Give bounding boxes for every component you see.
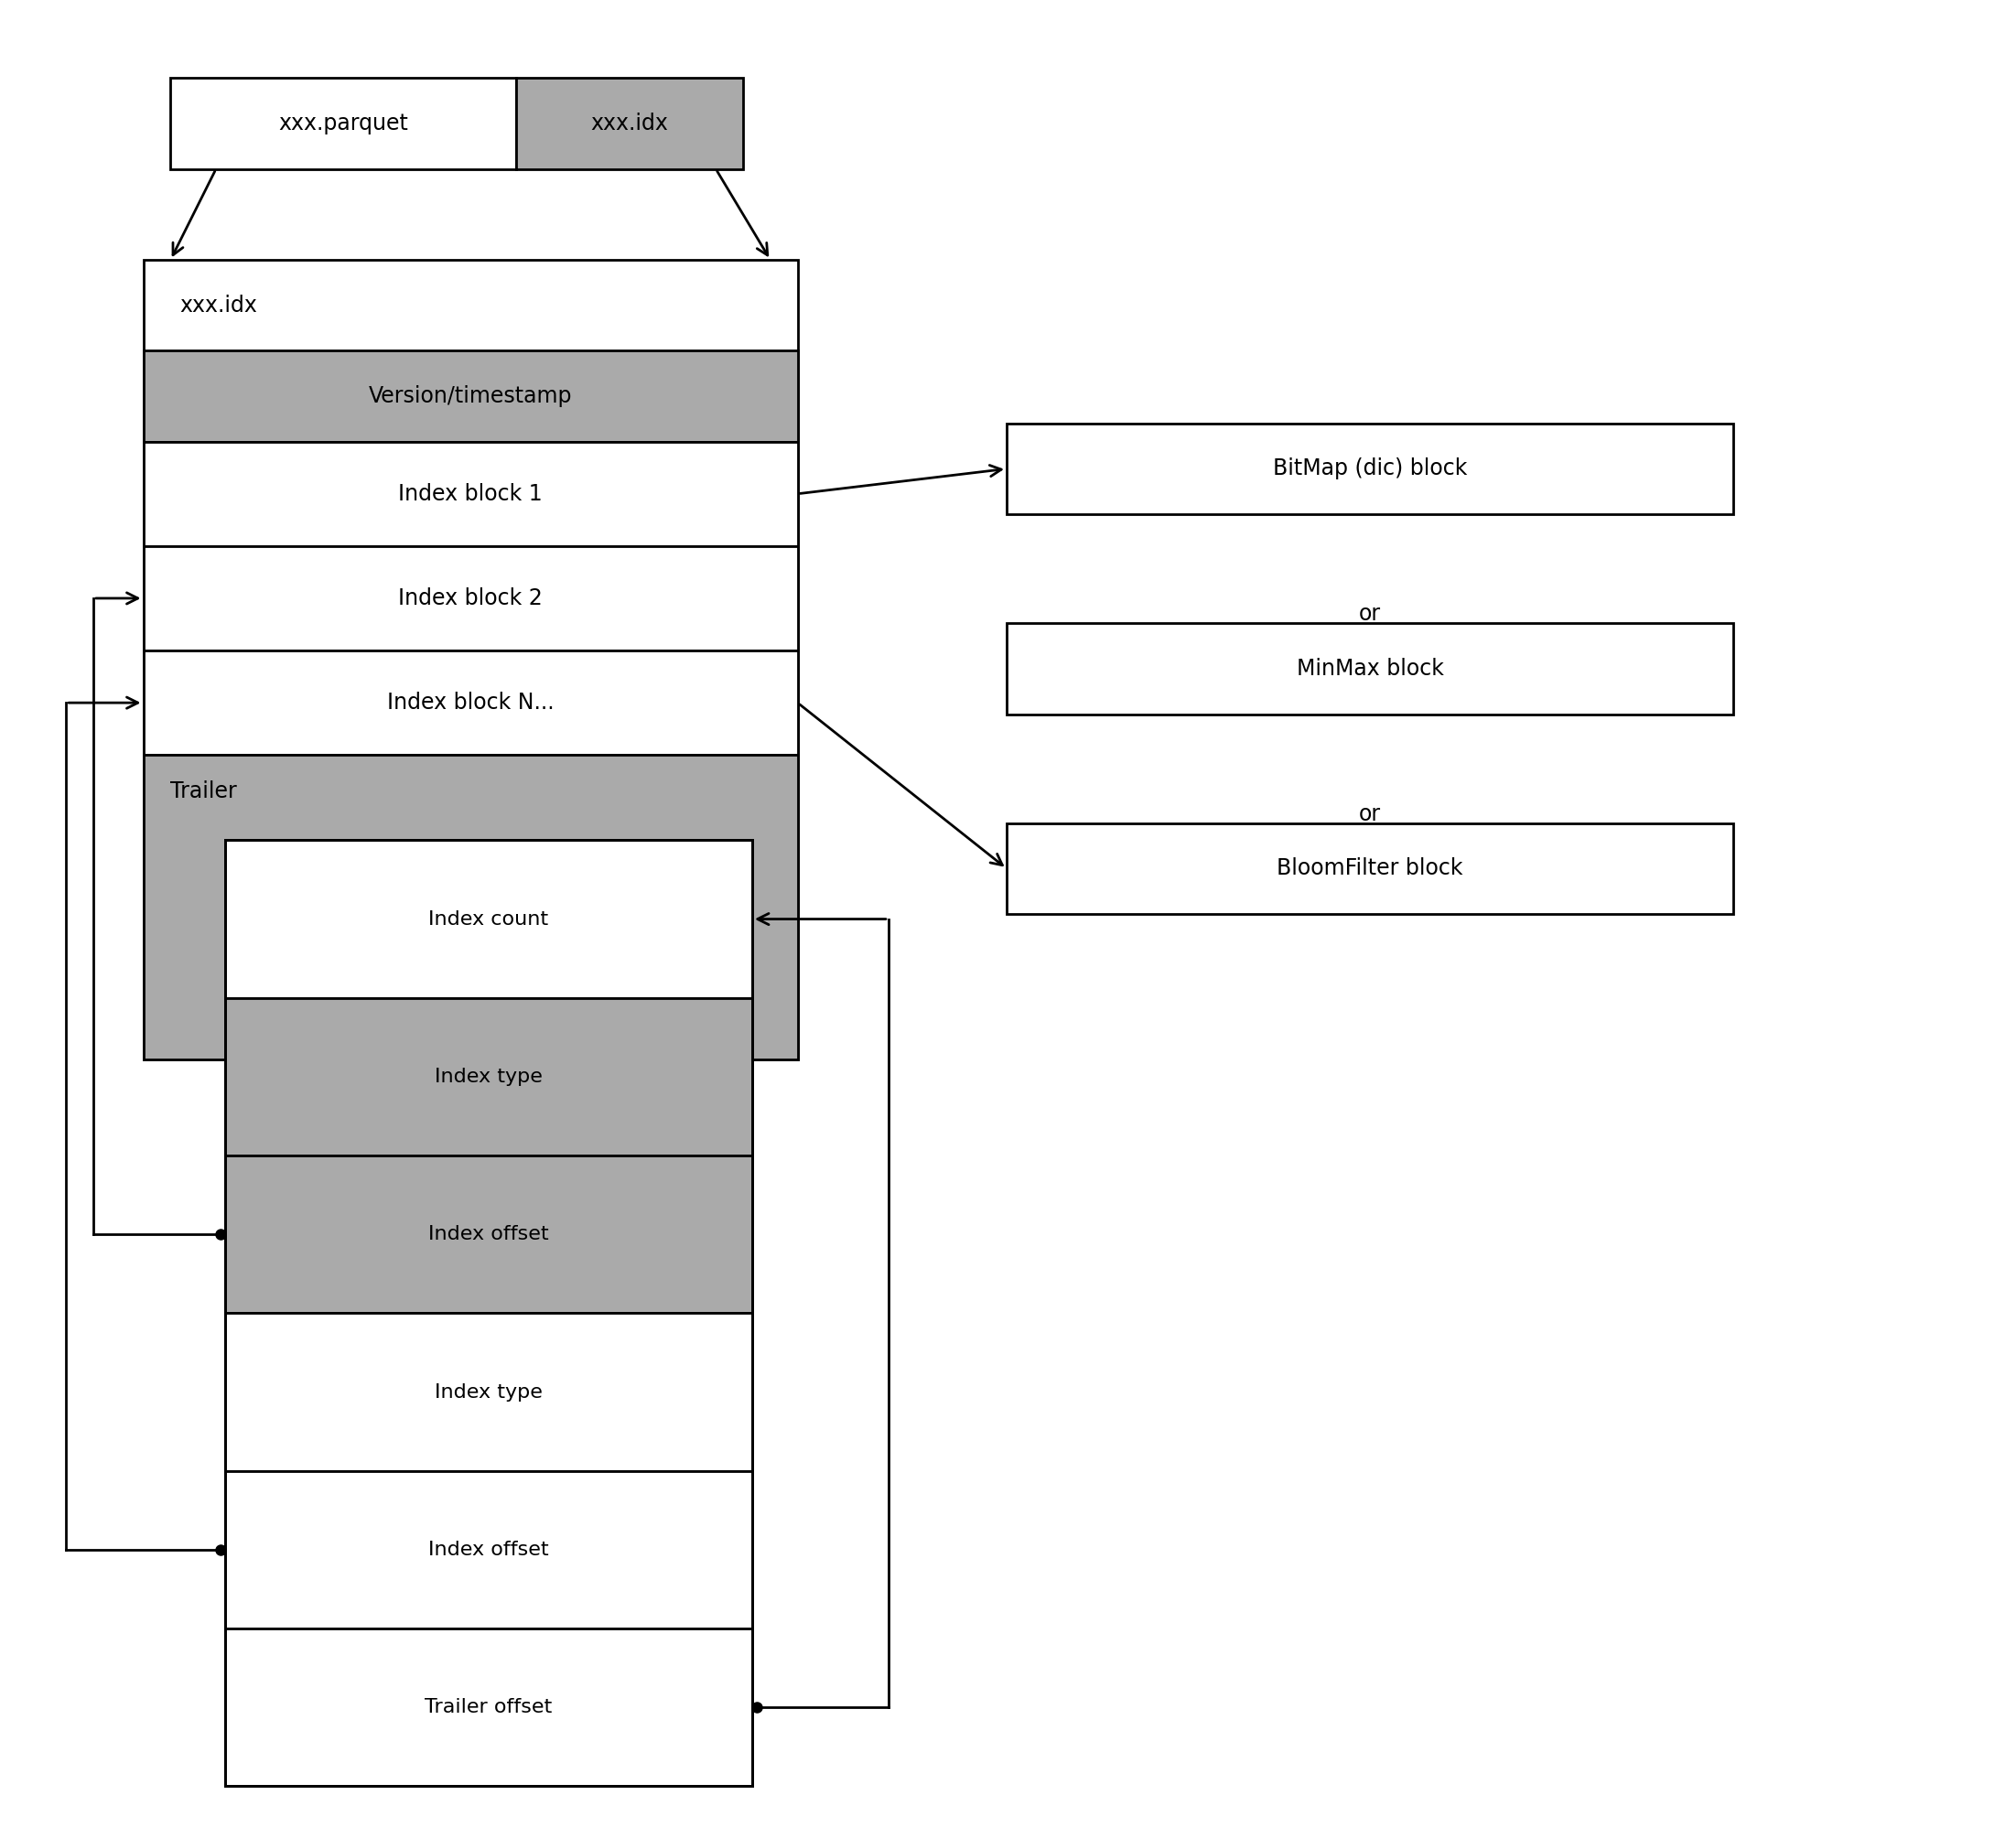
Bar <box>226 840 752 998</box>
Bar <box>1006 623 1734 715</box>
Text: Index block N...: Index block N... <box>387 691 554 713</box>
Text: Index offset: Index offset <box>429 1540 548 1559</box>
Text: Index block 2: Index block 2 <box>399 588 542 608</box>
Text: xxx.idx: xxx.idx <box>179 294 258 316</box>
Bar <box>1006 423 1734 515</box>
Bar <box>143 651 798 755</box>
Bar <box>171 79 516 169</box>
Text: Index offset: Index offset <box>429 1226 548 1244</box>
Text: Index type: Index type <box>435 1068 542 1086</box>
Bar <box>143 351 798 441</box>
Text: BitMap (dic) block: BitMap (dic) block <box>1272 458 1468 480</box>
Bar <box>1006 823 1734 913</box>
Text: Index block 1: Index block 1 <box>399 483 542 505</box>
Text: Index type: Index type <box>435 1382 542 1401</box>
Text: xxx.parquet: xxx.parquet <box>278 112 407 134</box>
Bar <box>226 840 752 1787</box>
Bar <box>226 1628 752 1787</box>
Text: Trailer: Trailer <box>171 781 238 803</box>
Bar <box>226 998 752 1156</box>
Bar <box>143 441 798 546</box>
Bar <box>226 840 752 1787</box>
Text: or: or <box>1359 603 1381 625</box>
Text: MinMax block: MinMax block <box>1296 658 1443 680</box>
Text: Trailer offset: Trailer offset <box>425 1698 552 1717</box>
Text: Index count: Index count <box>429 910 548 928</box>
Bar <box>226 1312 752 1470</box>
Bar <box>226 1156 752 1312</box>
Bar <box>516 79 744 169</box>
Text: xxx.idx: xxx.idx <box>591 112 669 134</box>
Bar <box>143 755 798 1059</box>
Text: BloomFilter block: BloomFilter block <box>1276 858 1464 880</box>
Text: Version/timestamp: Version/timestamp <box>369 386 573 406</box>
Bar <box>226 1470 752 1628</box>
Bar <box>143 546 798 651</box>
Text: or: or <box>1359 803 1381 825</box>
Bar <box>143 259 798 1059</box>
